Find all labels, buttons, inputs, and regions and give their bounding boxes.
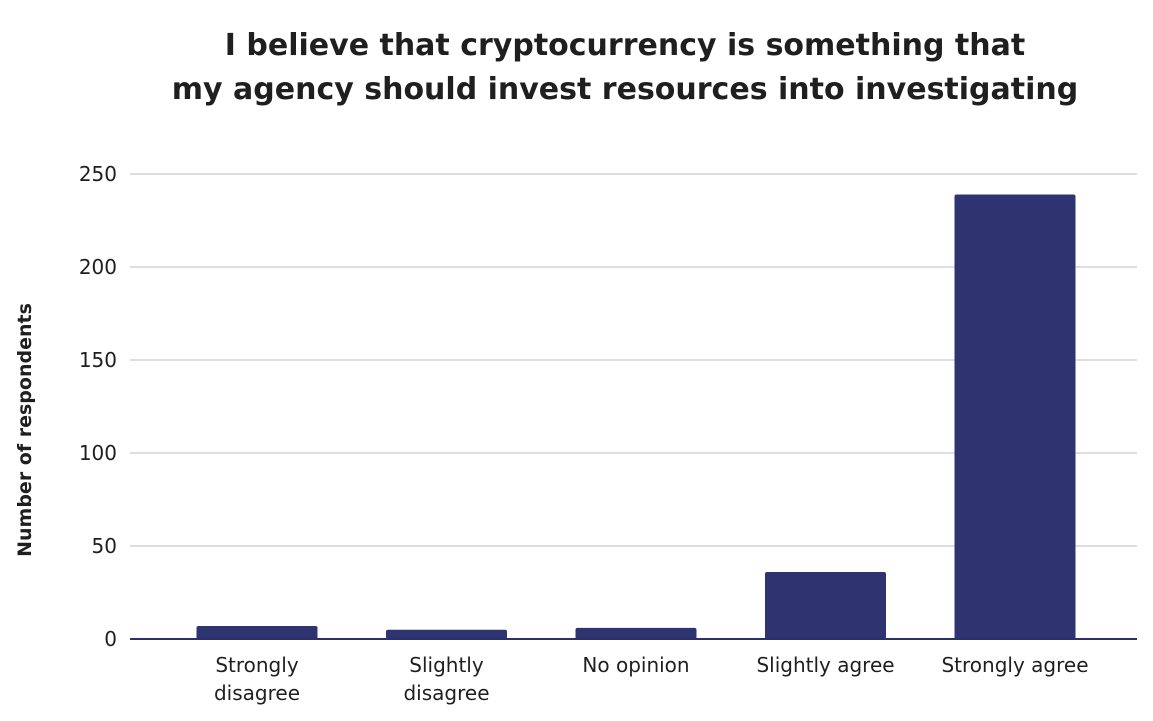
bar — [575, 627, 697, 639]
y-tick-label: 150 — [79, 348, 117, 372]
x-category-label: Slightly disagree — [403, 653, 489, 705]
bar — [196, 625, 318, 639]
bars — [196, 194, 1076, 639]
x-category-label: No opinion — [582, 653, 689, 677]
x-category-label-line: Strongly — [215, 653, 298, 677]
y-tick-label: 200 — [79, 255, 117, 279]
bar — [386, 629, 507, 639]
y-axis-title: Number of respondents — [14, 303, 36, 557]
chart-title-line-2: my agency should invest resources into i… — [172, 72, 1078, 107]
y-tick-labels: 0 50 100 150 200 250 — [79, 162, 117, 651]
x-category-label: Slightly agree — [756, 653, 894, 677]
bar — [765, 572, 886, 639]
y-tick-label: 0 — [104, 627, 117, 651]
bar — [954, 194, 1076, 639]
x-category-label-line: Slightly — [409, 653, 484, 677]
y-tick-label: 50 — [92, 534, 117, 558]
x-category-labels: Strongly disagree Slightly disagree No opini… — [214, 653, 1089, 705]
y-tick-label: 100 — [79, 441, 117, 465]
chart-title-line-1: I believe that cryptocurrency is somethi… — [225, 28, 1025, 63]
x-category-label-line: No opinion — [582, 653, 689, 677]
x-category-label-line: disagree — [403, 681, 489, 705]
x-category-label-line: Strongly agree — [941, 653, 1088, 677]
x-category-label-line: Slightly agree — [756, 653, 894, 677]
y-tick-label: 250 — [79, 162, 117, 186]
x-category-label-line: disagree — [214, 681, 300, 705]
x-category-label: Strongly disagree — [214, 653, 300, 705]
chart-title: I believe that cryptocurrency is somethi… — [172, 28, 1078, 107]
x-category-label: Strongly agree — [941, 653, 1088, 677]
